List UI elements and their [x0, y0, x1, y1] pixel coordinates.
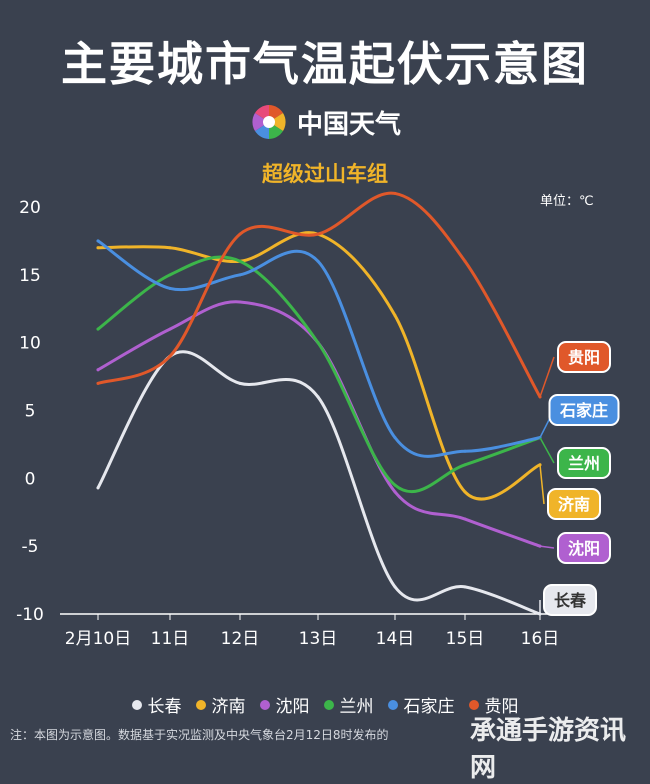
tag-leader [539, 545, 555, 549]
x-tick-label: 15日 [446, 629, 485, 649]
unit-label: 单位：℃ [540, 194, 594, 209]
data-point [96, 246, 100, 250]
legend-label: 济南 [211, 697, 246, 717]
data-point [316, 232, 320, 236]
legend: 长春 济南 沈阳 兰州 石家庄 贵阳 [0, 692, 650, 717]
data-point [316, 395, 320, 399]
legend-dot-icon [323, 699, 334, 710]
data-point [316, 259, 320, 263]
data-point [463, 517, 467, 521]
data-point [238, 232, 242, 236]
line-chart: 20 15 10 5 0 -5 -10 2月10日 11日 12日 13日 14日 15日 16日 长春… [16, 191, 620, 649]
data-point [168, 246, 172, 250]
x-tick-label: 12日 [221, 629, 260, 649]
series-tag [557, 447, 611, 479]
y-tick-label: -5 [22, 537, 39, 557]
data-point [238, 300, 242, 304]
y-tick-label: 15 [19, 266, 41, 286]
series-tag [557, 341, 611, 373]
legend-label: 长春 [147, 697, 182, 717]
legend-dot-icon [259, 699, 270, 710]
page-title: 主要城市气温起伏示意图 [61, 37, 589, 91]
series-tag [547, 488, 601, 520]
y-tick-label: 0 [25, 469, 36, 489]
data-point [463, 259, 467, 263]
data-point [96, 239, 100, 243]
x-tick-label: 16日 [521, 629, 560, 649]
y-tick-label: 5 [25, 402, 36, 422]
legend-item: 长春 [131, 692, 182, 717]
series-line [96, 350, 542, 616]
data-point [96, 381, 100, 385]
tag-leader [539, 464, 545, 505]
data-point [96, 327, 100, 331]
data-point [96, 368, 100, 372]
series-line [96, 255, 542, 494]
tag-leader [539, 437, 555, 464]
data-point [238, 273, 242, 277]
brand-name: 中国天气 [296, 109, 401, 140]
data-point [316, 341, 320, 345]
series-tag-label: 济南 [558, 495, 590, 514]
data-point [463, 463, 467, 467]
x-tick-label: 14日 [376, 629, 415, 649]
data-point [393, 585, 397, 589]
data-point [463, 585, 467, 589]
series-tag-label: 兰州 [568, 454, 600, 473]
data-point [393, 191, 397, 195]
data-point [168, 286, 172, 290]
series-tag-label: 贵阳 [568, 348, 600, 367]
data-point [168, 327, 172, 331]
legend-item: 济南 [195, 692, 246, 717]
data-point [238, 259, 242, 263]
watermark: 承通手游资讯网 [470, 716, 627, 783]
legend-item: 兰州 [323, 692, 374, 717]
data-point [393, 314, 397, 318]
legend-dot-icon [131, 699, 142, 710]
tag-leader [539, 356, 555, 398]
data-point [393, 490, 397, 494]
data-point [168, 354, 172, 358]
data-point [238, 381, 242, 385]
x-tick-label: 11日 [151, 629, 190, 649]
legend-dot-icon [195, 699, 206, 710]
series-tag [543, 584, 597, 616]
series-tag [548, 394, 620, 426]
legend-dot-icon [387, 699, 398, 710]
series-line [96, 300, 542, 548]
series-line [96, 191, 542, 399]
legend-item: 贵阳 [468, 692, 519, 717]
y-axis-ticks: 20 15 10 5 0 -5 -10 [16, 198, 44, 625]
x-tick-label: 2月10日 [65, 629, 131, 649]
data-point [393, 483, 397, 487]
legend-item: 石家庄 [387, 692, 455, 717]
legend-dot-icon [468, 699, 479, 710]
legend-item: 沈阳 [259, 692, 310, 717]
legend-label: 沈阳 [275, 697, 310, 717]
chart-subtitle: 超级过山车组 [262, 162, 388, 186]
series-lines [96, 191, 542, 616]
data-point [463, 490, 467, 494]
brand: 中国天气 [0, 102, 650, 142]
x-axis-ticks: 2月10日 11日 12日 13日 14日 15日 16日 [65, 614, 560, 649]
legend-label: 兰州 [339, 697, 374, 717]
series-tag-label: 石家庄 [559, 401, 608, 420]
x-tick-label: 13日 [299, 629, 338, 649]
y-tick-label: 10 [19, 334, 41, 354]
chart-page: 主要城市气温起伏示意图 中国天气 超级过山车组 单位：℃ 20 15 10 5 0 -5 -… [0, 37, 650, 783]
legend-label: 石家庄 [403, 697, 455, 717]
series-tag-label: 长春 [554, 591, 587, 610]
series-tag-label: 沈阳 [568, 539, 600, 558]
data-point [168, 273, 172, 277]
footnote: 注：本图为示意图。数据基于实况监测及中央气象台2月12日8时发布的 [10, 728, 389, 742]
data-point [393, 436, 397, 440]
y-tick-label: -10 [16, 605, 44, 625]
series-tag [557, 532, 611, 564]
legend-label: 贵阳 [484, 697, 519, 717]
pinwheel-logo-icon [250, 104, 287, 140]
data-point [96, 486, 100, 490]
data-point [463, 449, 467, 453]
y-tick-label: 20 [19, 198, 41, 218]
